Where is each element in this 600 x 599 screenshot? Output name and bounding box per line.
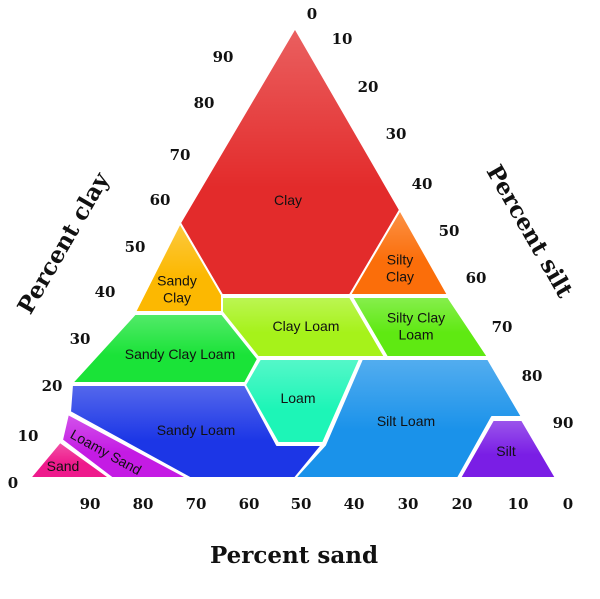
region-sandy-loam-shading (70, 385, 322, 478)
clay-tick-20: 20 (42, 377, 63, 395)
silt-tick-40: 40 (412, 175, 433, 193)
sand-tick-70: 70 (186, 495, 207, 513)
clay-axis-ticks: 0 10 20 30 40 50 60 70 80 90 (8, 48, 234, 492)
clay-tick-70: 70 (170, 146, 191, 164)
region-label-line: Clay (163, 290, 191, 306)
region-label-line: Clay (386, 269, 414, 285)
region-clay-loam-shading (222, 297, 385, 357)
region-label-line: Loam (280, 390, 315, 406)
clay-tick-60: 60 (150, 191, 171, 209)
sand-tick-0: 0 (563, 495, 573, 513)
silt-tick-0: 0 (307, 5, 317, 23)
region-label-line: Sand (47, 458, 80, 474)
sand-tick-60: 60 (239, 495, 260, 513)
region-label-line: Silt (496, 443, 516, 459)
region-label-silty-clay-loam: Silty Clay Loam (387, 310, 445, 343)
region-label-line: Clay Loam (273, 318, 340, 334)
silt-tick-80: 80 (522, 367, 543, 385)
sand-tick-50: 50 (291, 495, 312, 513)
region-label-line: Sandy (157, 273, 197, 289)
silt-tick-20: 20 (358, 78, 379, 96)
region-label-line: Clay (274, 192, 302, 208)
clay-tick-50: 50 (125, 238, 146, 256)
region-label-line: Silty (387, 252, 413, 268)
silt-tick-60: 60 (466, 269, 487, 287)
clay-tick-30: 30 (70, 330, 91, 348)
sand-tick-10: 10 (508, 495, 529, 513)
region-label-line: Sandy Clay Loam (125, 346, 236, 362)
clay-tick-0: 0 (8, 474, 18, 492)
region-sand-shading (30, 442, 110, 478)
region-label-silt: Silt (496, 443, 516, 459)
region-silt-shading (460, 420, 556, 478)
sand-axis-title: Percent sand (210, 542, 378, 569)
region-sandy-clay-loam-shading (72, 314, 258, 383)
region-label-sandy-clay-loam: Sandy Clay Loam (125, 346, 236, 362)
region-clay-shading (180, 28, 400, 295)
region-silt-loam-shading (295, 359, 522, 478)
sand-tick-40: 40 (344, 495, 365, 513)
region-sandy-clay-shading (135, 223, 222, 312)
clay-tick-10: 10 (18, 427, 39, 445)
silt-axis-title: Percent silt (481, 160, 579, 302)
silt-tick-50: 50 (439, 222, 460, 240)
clay-tick-80: 80 (194, 94, 215, 112)
region-silty-clay-loam-shading (352, 297, 488, 357)
region-label-loam: Loam (280, 390, 315, 406)
region-label-line: Silt Loam (377, 413, 435, 429)
region-label-line: Loam (398, 327, 433, 343)
sand-tick-90: 90 (80, 495, 101, 513)
region-label-clay: Clay (274, 192, 302, 208)
region-label-sand: Sand (47, 458, 80, 474)
region-loamy-sand-shading (62, 414, 188, 478)
region-label-sandy-clay: Sandy Clay (157, 273, 197, 306)
region-silty-clay-shading (350, 210, 448, 295)
region-label-silt-loam: Silt Loam (377, 413, 435, 429)
sand-tick-30: 30 (398, 495, 419, 513)
region-loam-shading (245, 359, 360, 443)
region-label-line: Silty Clay (387, 310, 445, 326)
silt-tick-70: 70 (492, 318, 513, 336)
clay-tick-40: 40 (95, 283, 116, 301)
silt-tick-30: 30 (386, 125, 407, 143)
silt-tick-10: 10 (332, 30, 353, 48)
silt-tick-90: 90 (553, 414, 574, 432)
clay-tick-90: 90 (213, 48, 234, 66)
region-label-silty-clay: Silty Clay (386, 252, 414, 285)
region-label-clay-loam: Clay Loam (273, 318, 340, 334)
silt-axis-ticks: 0 10 20 30 40 50 60 70 80 90 (307, 5, 574, 432)
sand-tick-20: 20 (452, 495, 473, 513)
region-label-line: Sandy Loam (157, 422, 236, 438)
sand-axis-ticks: 90 80 70 60 50 40 30 20 10 0 (80, 495, 574, 513)
sand-tick-80: 80 (133, 495, 154, 513)
region-label-sandy-loam: Sandy Loam (157, 422, 236, 438)
